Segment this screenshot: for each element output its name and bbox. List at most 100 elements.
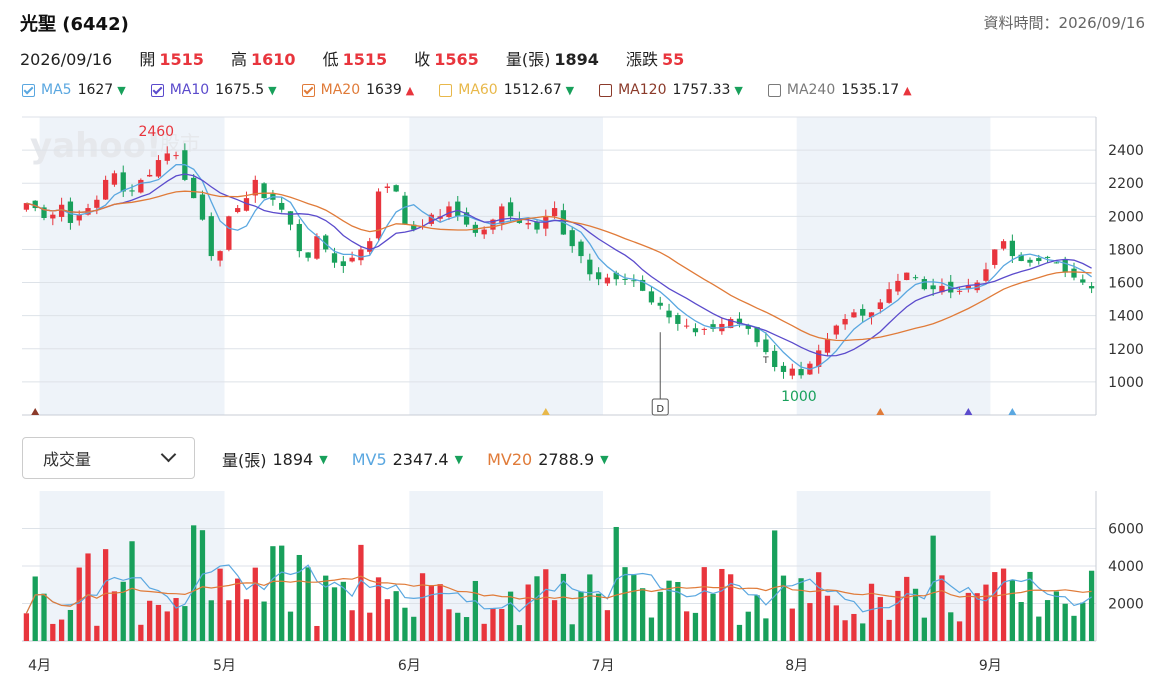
mv20-value: 2788.9	[538, 449, 595, 469]
candle	[76, 214, 82, 221]
volume-bar	[419, 573, 426, 641]
ma10-line	[26, 173, 1092, 357]
ma10-toggle[interactable]: MA10 1675.5 ▼	[150, 82, 277, 98]
candle	[1009, 240, 1016, 257]
candle	[974, 282, 980, 291]
high-value: 1610	[250, 50, 296, 69]
volume-bar	[516, 625, 523, 641]
volume-bar	[375, 577, 382, 641]
volume-bar	[684, 611, 690, 641]
volume-bar	[604, 610, 611, 641]
month-label: 5月	[213, 658, 236, 674]
volume-bar	[41, 593, 47, 641]
candle	[965, 285, 971, 289]
volume-bar	[860, 623, 866, 641]
vol-label: 量(張)	[222, 451, 267, 470]
signal-triangle	[541, 408, 550, 415]
volume-bar	[904, 576, 910, 641]
candle	[261, 183, 267, 199]
checkbox-icon[interactable]	[767, 83, 781, 97]
candle	[1062, 259, 1068, 273]
checkbox-icon[interactable]	[150, 83, 164, 97]
volume-bar	[622, 567, 628, 641]
ma240-toggle[interactable]: MA240 1535.17 ▲	[767, 82, 912, 98]
indicator-select-value: 成交量	[43, 450, 92, 469]
candle	[992, 249, 998, 265]
volume-bar	[199, 530, 206, 641]
candle	[243, 198, 250, 211]
volume-bar	[631, 575, 637, 641]
candle	[569, 230, 575, 247]
volume-tick-label: 2000	[1108, 597, 1144, 613]
volume-bar	[384, 599, 390, 641]
volume-bar	[807, 603, 813, 641]
volume-chart[interactable]: 2000 4000 6000 4月 5月 6月 7月 8月 9月	[0, 486, 1165, 686]
volume-label: 量(張)	[505, 50, 551, 69]
volume-bar	[930, 535, 936, 641]
candle	[155, 160, 162, 177]
up-arrow-icon: ▲	[405, 83, 415, 97]
volume-bar	[613, 526, 619, 641]
volume-bar	[147, 600, 153, 641]
candle	[111, 173, 118, 185]
volume-bar	[349, 610, 355, 641]
signal-triangle	[31, 408, 40, 415]
volume-bar	[745, 611, 751, 641]
low-value: 1515	[342, 50, 388, 69]
volume-legend-item: 量(張) 1894 ▼	[222, 447, 328, 471]
signal-triangle	[876, 408, 885, 415]
candle	[754, 327, 760, 343]
candle	[331, 253, 338, 263]
indicator-select[interactable]: 成交量	[22, 437, 195, 479]
checkbox-icon[interactable]	[301, 83, 315, 97]
volume-bar	[965, 592, 971, 641]
ma120-toggle[interactable]: MA120 1757.33 ▼	[599, 82, 743, 98]
volume-bar	[428, 585, 434, 641]
volume-bar	[948, 612, 954, 641]
volume-bar	[992, 572, 998, 641]
candle	[252, 179, 258, 196]
ma20-line	[26, 190, 1092, 342]
candle	[1088, 286, 1095, 289]
volume-bar	[182, 606, 188, 641]
candle	[701, 328, 707, 330]
candle	[226, 216, 232, 250]
candle	[604, 277, 611, 284]
price-tick-label: 2400	[1108, 143, 1144, 159]
ma60-toggle[interactable]: MA60 1512.67 ▼	[439, 82, 574, 98]
volume-bar	[728, 574, 734, 641]
candle	[507, 202, 514, 217]
candle	[120, 172, 126, 192]
candle	[208, 216, 214, 257]
candle	[1027, 259, 1033, 263]
volume-bar	[763, 618, 769, 641]
volume-bar	[367, 612, 373, 641]
volume-bar	[569, 624, 575, 641]
price-chart[interactable]: yahoo!股市 1000 1200 1400 1600 1800 2000 2200 2400…	[0, 112, 1165, 432]
volume-bar	[155, 604, 162, 641]
checkbox-icon[interactable]	[439, 83, 453, 97]
close-value: 1565	[434, 50, 479, 69]
volume-bar	[534, 576, 540, 641]
high-annotation: 2460	[138, 124, 174, 140]
checkbox-icon[interactable]	[599, 83, 613, 97]
volume-bar	[437, 584, 443, 641]
volume-bar	[833, 605, 839, 641]
candle	[1071, 268, 1077, 278]
checkbox-icon[interactable]	[22, 83, 35, 97]
candle	[402, 195, 408, 225]
volume-bar	[129, 541, 135, 641]
candle	[314, 236, 320, 259]
candle	[983, 269, 989, 281]
candle	[868, 312, 875, 318]
open-label: 開	[139, 50, 156, 69]
price-tick-label: 2200	[1108, 176, 1144, 192]
candle	[745, 325, 751, 329]
ma5-toggle[interactable]: MA5 1627 ▼	[22, 82, 126, 98]
volume-bar	[243, 599, 250, 641]
ma20-toggle[interactable]: MA20 1639 ▲	[301, 82, 415, 98]
volume-bar	[816, 572, 822, 641]
down-arrow-icon: ▼	[600, 452, 609, 466]
candle	[50, 214, 56, 219]
signal-triangle	[1008, 408, 1017, 415]
